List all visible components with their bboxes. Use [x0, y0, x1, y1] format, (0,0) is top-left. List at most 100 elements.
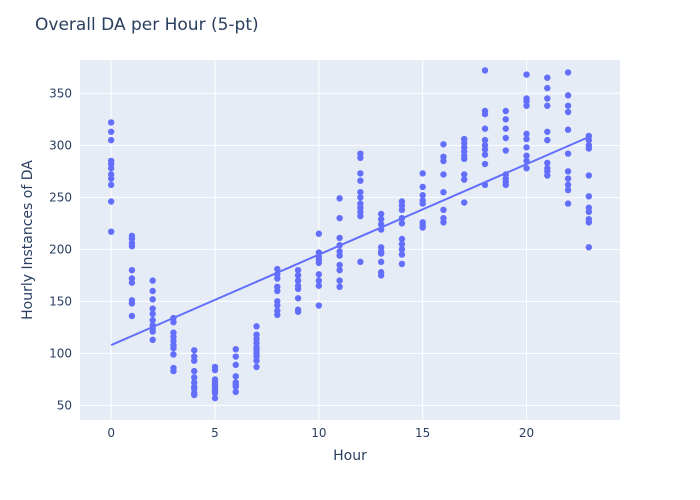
data-point: [149, 305, 156, 312]
data-point: [336, 277, 343, 284]
data-point: [170, 318, 177, 326]
data-point: [357, 194, 364, 201]
data-point: [440, 171, 447, 178]
data-point: [398, 235, 406, 243]
data-point: [149, 316, 156, 324]
data-point: [274, 265, 281, 273]
data-point: [107, 228, 115, 235]
data-point: [523, 130, 530, 138]
data-point: [294, 308, 302, 315]
data-point: [149, 336, 156, 344]
data-point: [461, 176, 468, 183]
data-point: [191, 391, 198, 399]
data-point: [336, 266, 343, 274]
data-point: [170, 345, 177, 352]
data-point: [398, 220, 406, 227]
data-point: [523, 165, 530, 172]
y-tick-label: 250: [49, 190, 72, 204]
data-point: [564, 92, 572, 99]
data-point: [170, 367, 177, 375]
data-point: [440, 188, 447, 196]
data-point: [481, 110, 489, 118]
data-point: [481, 136, 489, 144]
data-point: [357, 212, 364, 220]
data-point: [377, 215, 385, 223]
data-point: [564, 126, 572, 133]
data-point: [419, 200, 426, 207]
data-point: [544, 136, 551, 144]
data-point: [502, 134, 509, 142]
data-point: [481, 151, 489, 158]
data-point: [274, 302, 281, 309]
data-point: [461, 171, 468, 178]
data-point: [274, 311, 281, 319]
data-point: [461, 155, 468, 163]
data-point: [315, 259, 323, 267]
data-point: [232, 361, 239, 369]
data-point: [440, 219, 447, 226]
data-point: [544, 102, 551, 109]
data-point: [585, 172, 593, 179]
data-point: [315, 302, 323, 309]
data-point: [564, 150, 572, 157]
data-point: [398, 240, 406, 248]
data-point: [191, 357, 198, 364]
data-point: [585, 145, 593, 152]
data-point: [357, 258, 364, 266]
data-point: [440, 141, 447, 148]
data-point: [211, 389, 219, 397]
data-point: [149, 310, 156, 318]
data-point: [107, 136, 115, 144]
data-point: [481, 125, 489, 132]
y-axis-title: Hourly Instances of DA: [20, 160, 36, 320]
data-point: [502, 125, 509, 132]
trend-line: [110, 136, 590, 347]
data-point: [294, 266, 302, 274]
data-point: [315, 271, 323, 278]
data-point: [128, 243, 136, 250]
data-point: [461, 199, 468, 206]
data-point: [544, 84, 551, 92]
data-point: [232, 383, 239, 390]
data-point: [564, 175, 572, 182]
data-point: [398, 251, 406, 258]
data-point: [107, 175, 115, 182]
data-point: [544, 95, 551, 102]
data-point: [481, 146, 489, 153]
data-point: [502, 181, 509, 189]
chart-title: Overall DA per Hour (5-pt): [35, 15, 259, 35]
data-point: [357, 177, 364, 184]
data-point: [336, 214, 343, 222]
data-point: [336, 261, 343, 269]
data-point: [523, 135, 530, 143]
data-point: [253, 357, 260, 364]
data-point: [502, 116, 509, 123]
data-point: [191, 374, 198, 381]
data-point: [585, 244, 593, 251]
data-point: [336, 195, 343, 202]
data-point: [107, 198, 115, 205]
data-point: [398, 246, 406, 253]
data-point: [107, 181, 115, 189]
y-tick-label: 200: [49, 242, 72, 256]
data-point: [419, 192, 426, 199]
x-tick-label: 20: [519, 426, 534, 440]
data-point: [481, 160, 489, 168]
data-point: [232, 353, 239, 360]
y-tick-labels: 50 100 150 200 250 300 350: [49, 86, 72, 412]
data-point: [357, 170, 364, 177]
data-point: [502, 107, 509, 115]
data-point: [440, 206, 447, 214]
data-point: [294, 285, 302, 293]
y-tick-label: 300: [49, 138, 72, 152]
x-tick-label: 5: [211, 426, 219, 440]
data-point: [149, 277, 156, 284]
data-point: [336, 283, 343, 291]
data-point: [170, 351, 177, 358]
data-point: [377, 258, 385, 266]
data-point: [564, 108, 572, 116]
data-point: [585, 208, 593, 216]
data-point: [564, 186, 572, 194]
data-point: [564, 168, 572, 175]
